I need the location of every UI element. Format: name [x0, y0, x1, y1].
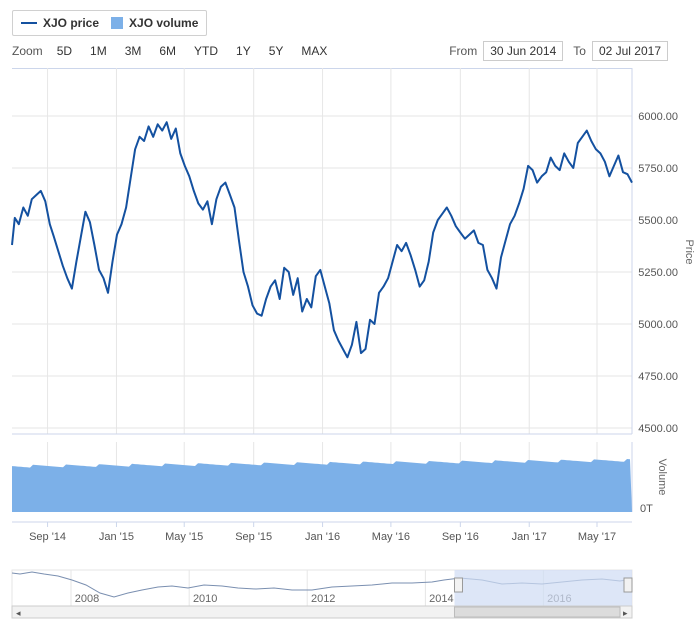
- zoom-button-5d[interactable]: 5D: [56, 44, 73, 58]
- zoom-button-3m[interactable]: 3M: [124, 44, 142, 58]
- x-tick-label: May '17: [578, 531, 616, 543]
- navigator-tick-label: 2008: [75, 593, 99, 605]
- price-tick-label: 6000.00: [638, 111, 678, 123]
- date-range-inputs: From 30 Jun 2014 To 02 Jul 2017: [449, 41, 668, 61]
- legend-item-price[interactable]: XJO price: [21, 16, 99, 30]
- x-tick-label: Jan '16: [305, 531, 340, 543]
- x-tick-label: Sep '14: [29, 531, 66, 543]
- price-series-line[interactable]: [11, 121, 633, 359]
- x-tick-label: Sep '16: [442, 531, 479, 543]
- price-tick-label: 5250.00: [638, 267, 678, 279]
- price-tick-label: 5000.00: [638, 319, 678, 331]
- from-label: From: [449, 44, 478, 58]
- zoom-button-5y[interactable]: 5Y: [268, 44, 284, 58]
- volume-pane: 0T: [12, 459, 653, 515]
- navigator[interactable]: 20082010201220142016◂▸: [11, 569, 633, 619]
- navigator-right-handle[interactable]: [623, 577, 633, 593]
- volume-series-area: [12, 459, 632, 512]
- plot-top-border: [12, 68, 632, 69]
- zoom-button-1y[interactable]: 1Y: [236, 44, 251, 58]
- grid-lines: [12, 68, 633, 512]
- to-label: To: [573, 44, 586, 58]
- navigator-selection[interactable]: [454, 570, 632, 606]
- zoom-button-6m[interactable]: 6M: [159, 44, 177, 58]
- zoom-label: Zoom: [12, 44, 43, 58]
- zoom-button-max[interactable]: MAX: [301, 44, 328, 58]
- price-pane: 4500.00 4750.00 5000.00 5250.00 5500.00 5750.…: [11, 111, 678, 435]
- x-tick-label: May '16: [372, 531, 410, 543]
- x-tick-label: May '15: [165, 531, 203, 543]
- price-tick-label: 4500.00: [638, 423, 678, 435]
- chart-legend: XJO price XJO volume: [12, 10, 208, 36]
- price-tick-label: 5500.00: [638, 215, 678, 227]
- x-tick-label: Jan '15: [99, 531, 134, 543]
- navigator-left-handle[interactable]: [453, 577, 463, 593]
- x-axis: Sep '14 Jan '15 May '15 Sep '15 Jan '16 May '…: [12, 521, 632, 543]
- volume-swatch: [111, 17, 124, 29]
- navigator-tick-label: 2012: [311, 593, 335, 605]
- price-tick-label: 5750.00: [638, 163, 678, 175]
- scroll-right-arrow-icon[interactable]: ▸: [623, 608, 628, 618]
- range-selector: Zoom 5D 1M 3M 6M YTD 1Y 5Y MAX: [12, 42, 339, 60]
- price-tick-label: 4750.00: [638, 371, 678, 383]
- navigator-tick-label: 2014: [429, 593, 453, 605]
- legend-item-volume[interactable]: XJO volume: [111, 16, 198, 30]
- volume-tick-label: 0T: [640, 503, 653, 515]
- x-tick-label: Jan '17: [512, 531, 547, 543]
- scrollbar-thumb[interactable]: [453, 606, 621, 618]
- legend-volume-label: XJO volume: [129, 16, 199, 30]
- scroll-left-arrow-icon[interactable]: ◂: [16, 608, 21, 618]
- price-axis-title: Price: [683, 239, 695, 264]
- legend-price-label: XJO price: [43, 16, 100, 30]
- x-tick-label: Sep '15: [235, 531, 272, 543]
- zoom-button-1m[interactable]: 1M: [90, 44, 107, 58]
- zoom-button-ytd[interactable]: YTD: [194, 44, 219, 58]
- volume-axis-title: Volume: [656, 459, 668, 496]
- from-date-input[interactable]: 30 Jun 2014: [483, 41, 564, 61]
- navigator-tick-label: 2010: [193, 593, 217, 605]
- price-line-swatch: [21, 22, 37, 24]
- to-date-input[interactable]: 02 Jul 2017: [591, 41, 668, 61]
